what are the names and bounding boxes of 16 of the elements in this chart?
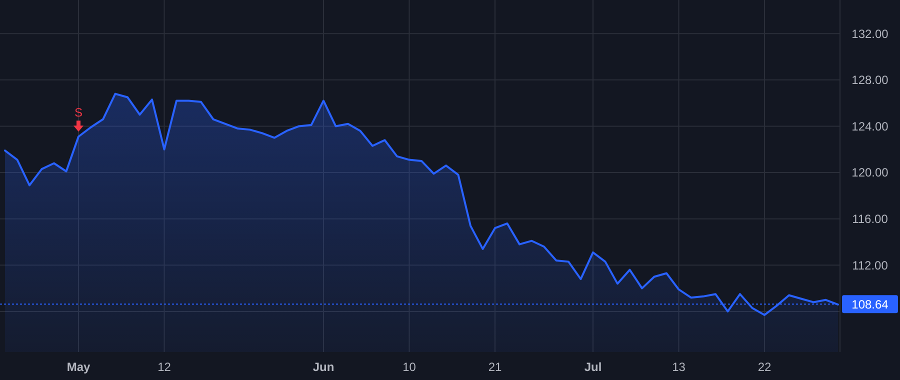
x-tick-label: 12	[158, 360, 172, 374]
y-tick-label: 116.00	[852, 212, 888, 226]
x-tick-label: 13	[672, 360, 686, 374]
x-tick-label: Jun	[312, 360, 334, 374]
y-tick-label: 128.00	[852, 73, 889, 88]
x-tick-label: 21	[488, 360, 502, 374]
y-tick-label: 132.00	[852, 26, 889, 41]
x-tick-label: 10	[402, 360, 416, 374]
x-tick-label: May	[66, 360, 90, 374]
ref-line-label: 108.64	[852, 297, 889, 312]
y-tick-label: 112.00	[852, 258, 888, 272]
x-tick-label: Jul	[584, 360, 602, 374]
x-tick-label: 22	[758, 360, 772, 374]
annotation: S	[74, 106, 83, 120]
y-tick-label: 120.00	[852, 166, 889, 180]
y-tick-label: 124.00	[852, 119, 889, 134]
